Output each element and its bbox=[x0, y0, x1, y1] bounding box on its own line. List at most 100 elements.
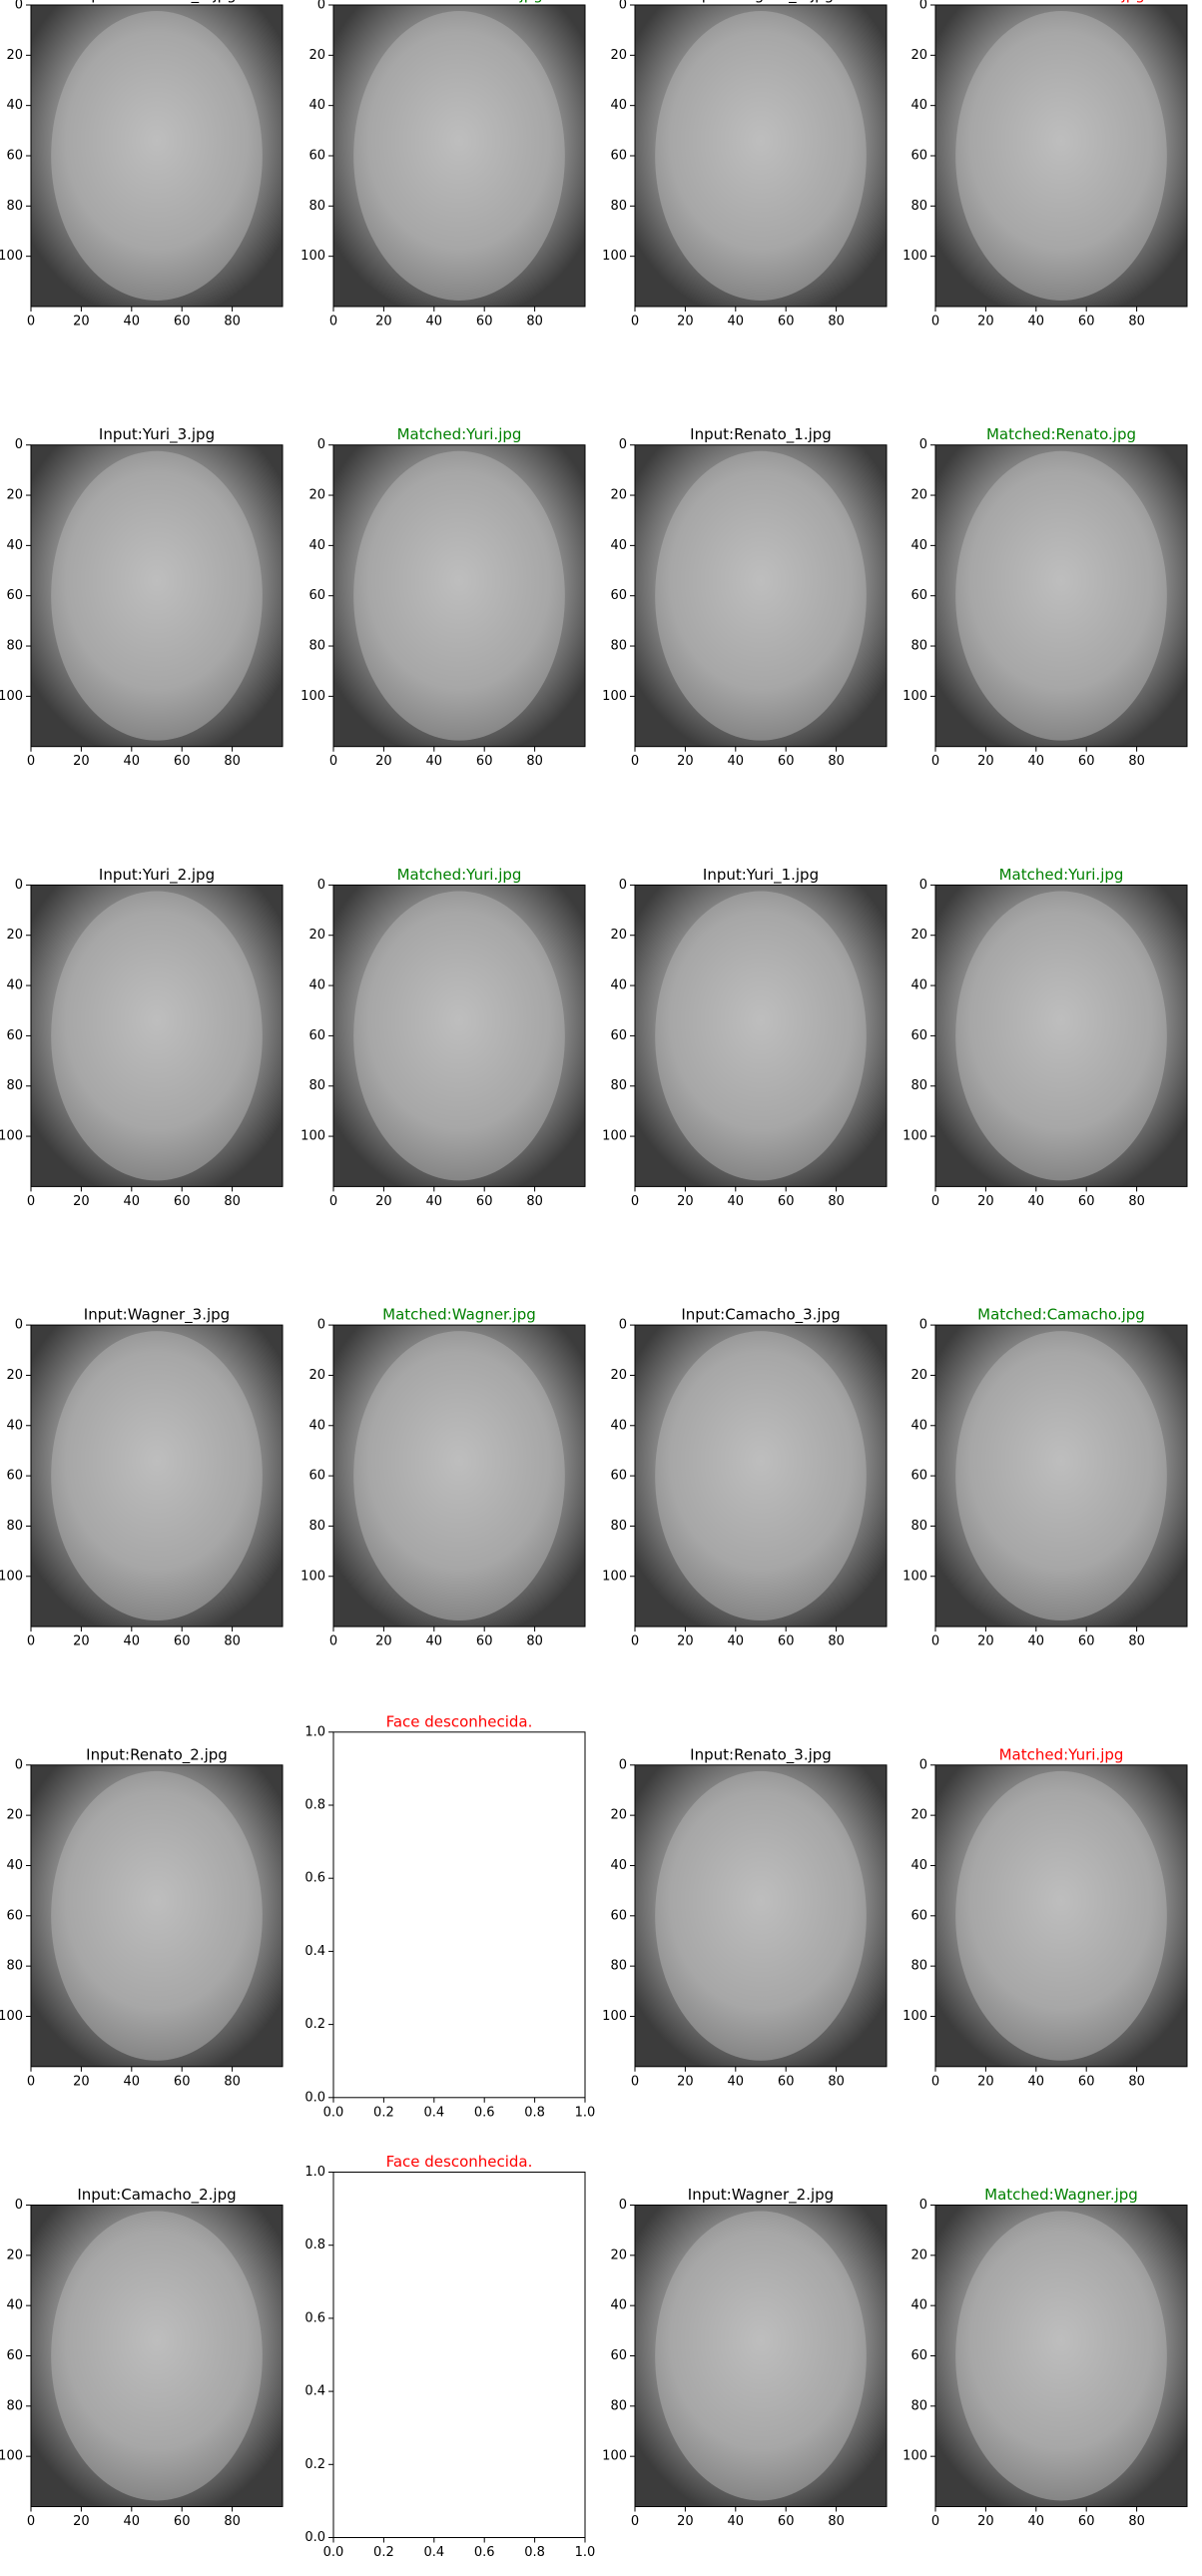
x-tick-label: 80 bbox=[224, 1194, 241, 1209]
subplot: 0 20 40 60 80 0 20 40 60 80 100 Input:Camacho_1.jpg bbox=[0, 0, 284, 329]
x-tick-label: 0 bbox=[27, 2074, 35, 2089]
y-tick-label: 100 bbox=[602, 689, 627, 704]
x-tick-label: 0.4 bbox=[423, 2545, 444, 2560]
y-tick-label: 60 bbox=[910, 1028, 927, 1043]
subplot-title: Input:Renato_2.jpg bbox=[86, 1745, 228, 1764]
subplot-title: Face desconhecida. bbox=[386, 2153, 533, 2171]
x-tick-label: 0 bbox=[631, 2074, 639, 2089]
x-tick-label: 60 bbox=[174, 1194, 191, 1209]
subplot: 0 20 40 60 80 0 20 40 60 80 100 Matched:Camacho.jpg bbox=[902, 0, 1188, 329]
x-tick-label: 20 bbox=[375, 1194, 392, 1209]
y-tick-label: 100 bbox=[902, 689, 927, 704]
face-shape bbox=[655, 891, 867, 1181]
y-tick-label: 40 bbox=[308, 98, 325, 113]
y-tick-label: 20 bbox=[910, 488, 927, 503]
subplot-title: Input:Camacho_3.jpg bbox=[681, 1306, 840, 1325]
y-tick-label: 60 bbox=[308, 588, 325, 603]
y-tick-label: 0 bbox=[619, 0, 627, 13]
y-tick-label: 60 bbox=[910, 1908, 927, 1923]
y-tick-label: 100 bbox=[602, 1129, 627, 1144]
y-tick-label: 100 bbox=[602, 2009, 627, 2024]
x-tick-label: 80 bbox=[1128, 2074, 1145, 2089]
x-tick-label: 0.6 bbox=[474, 2545, 495, 2560]
y-tick-label: 0.8 bbox=[304, 2238, 325, 2253]
subplot-title: Input:Yuri_3.jpg bbox=[99, 425, 215, 444]
subplot-title: Input:Wagner_2.jpg bbox=[688, 2186, 834, 2205]
subplot: 0 20 40 60 80 0 20 40 60 80 100 Input:Yuri_3.jpg bbox=[0, 425, 284, 769]
x-tick-label: 40 bbox=[124, 2514, 141, 2529]
y-tick-label: 0.2 bbox=[304, 2457, 325, 2472]
y-tick-label: 60 bbox=[6, 149, 23, 164]
y-tick-label: 40 bbox=[910, 978, 927, 993]
y-tick-label: 0.8 bbox=[304, 1798, 325, 1813]
y-tick-label: 0.4 bbox=[304, 1944, 325, 1959]
y-tick-label: 60 bbox=[610, 1469, 627, 1484]
x-tick-label: 20 bbox=[73, 2074, 90, 2089]
x-tick-label: 60 bbox=[778, 2074, 795, 2089]
face-shape bbox=[955, 2211, 1167, 2501]
x-tick-label: 1.0 bbox=[575, 2105, 596, 2120]
x-tick-label: 0 bbox=[27, 2514, 35, 2529]
y-tick-label: 0 bbox=[317, 0, 325, 13]
y-tick-label: 40 bbox=[308, 538, 325, 553]
x-tick-label: 60 bbox=[1078, 2514, 1095, 2529]
y-tick-label: 100 bbox=[902, 2449, 927, 2464]
y-tick-label: 0.6 bbox=[304, 1871, 325, 1886]
x-tick-label: 0.2 bbox=[373, 2105, 394, 2120]
x-tick-label: 80 bbox=[1128, 754, 1145, 769]
subplot: 0 20 40 60 80 0 20 40 60 80 100 Input:Wagner_3.jpg bbox=[0, 1306, 284, 1649]
x-tick-label: 20 bbox=[977, 2514, 994, 2529]
x-tick-label: 80 bbox=[1128, 2514, 1145, 2529]
x-tick-label: 40 bbox=[728, 1194, 745, 1209]
x-tick-label: 40 bbox=[124, 2074, 141, 2089]
x-tick-label: 80 bbox=[828, 1634, 845, 1649]
x-tick-label: 0 bbox=[27, 754, 35, 769]
y-tick-label: 60 bbox=[6, 1028, 23, 1043]
y-tick-label: 40 bbox=[308, 978, 325, 993]
y-tick-label: 0 bbox=[919, 1318, 927, 1333]
x-tick-label: 60 bbox=[778, 1194, 795, 1209]
face-shape bbox=[955, 450, 1167, 741]
y-tick-label: 100 bbox=[0, 2449, 23, 2464]
x-tick-label: 20 bbox=[977, 754, 994, 769]
y-tick-label: 40 bbox=[910, 1418, 927, 1433]
y-tick-label: 80 bbox=[6, 1078, 23, 1093]
y-tick-label: 60 bbox=[6, 588, 23, 603]
x-tick-label: 20 bbox=[375, 315, 392, 329]
x-tick-label: 20 bbox=[677, 1634, 694, 1649]
y-tick-label: 60 bbox=[610, 1908, 627, 1923]
subplot-title: Input:Renato_1.jpg bbox=[690, 425, 832, 444]
y-tick-label: 0 bbox=[619, 878, 627, 893]
y-tick-label: 20 bbox=[910, 2248, 927, 2262]
y-tick-label: 100 bbox=[300, 1569, 325, 1584]
subplot-title: Matched:Camacho.jpg bbox=[375, 0, 543, 4]
y-tick-label: 0 bbox=[919, 0, 927, 13]
x-tick-label: 80 bbox=[828, 315, 845, 329]
y-tick-label: 40 bbox=[610, 538, 627, 553]
y-tick-label: 0 bbox=[919, 437, 927, 452]
y-tick-label: 20 bbox=[6, 488, 23, 503]
y-tick-label: 80 bbox=[910, 199, 927, 214]
subplot-title: Matched:Yuri.jpg bbox=[999, 866, 1124, 884]
subplot-title: Matched:Yuri.jpg bbox=[999, 1745, 1124, 1763]
x-tick-label: 80 bbox=[828, 754, 845, 769]
face-shape bbox=[353, 891, 565, 1181]
x-tick-label: 0 bbox=[931, 754, 939, 769]
y-tick-label: 60 bbox=[610, 149, 627, 164]
x-tick-label: 80 bbox=[224, 2514, 241, 2529]
y-tick-label: 100 bbox=[0, 1129, 23, 1144]
y-tick-label: 60 bbox=[6, 1908, 23, 1923]
x-tick-label: 20 bbox=[977, 1634, 994, 1649]
y-tick-label: 0 bbox=[619, 2198, 627, 2213]
x-tick-label: 20 bbox=[677, 2074, 694, 2089]
y-tick-label: 0 bbox=[317, 1318, 325, 1333]
y-tick-label: 100 bbox=[0, 249, 23, 264]
y-tick-label: 60 bbox=[910, 1469, 927, 1484]
y-tick-label: 0 bbox=[15, 2198, 23, 2213]
x-tick-label: 0.2 bbox=[373, 2545, 394, 2560]
y-tick-label: 60 bbox=[910, 2348, 927, 2363]
subplot: 0 20 40 60 80 0 20 40 60 80 100 Matched:Yuri.jpg bbox=[300, 425, 586, 769]
subplot-title: Input:Wagner_1.jpg bbox=[688, 0, 834, 5]
x-tick-label: 0.6 bbox=[474, 2105, 495, 2120]
x-tick-label: 40 bbox=[728, 754, 745, 769]
